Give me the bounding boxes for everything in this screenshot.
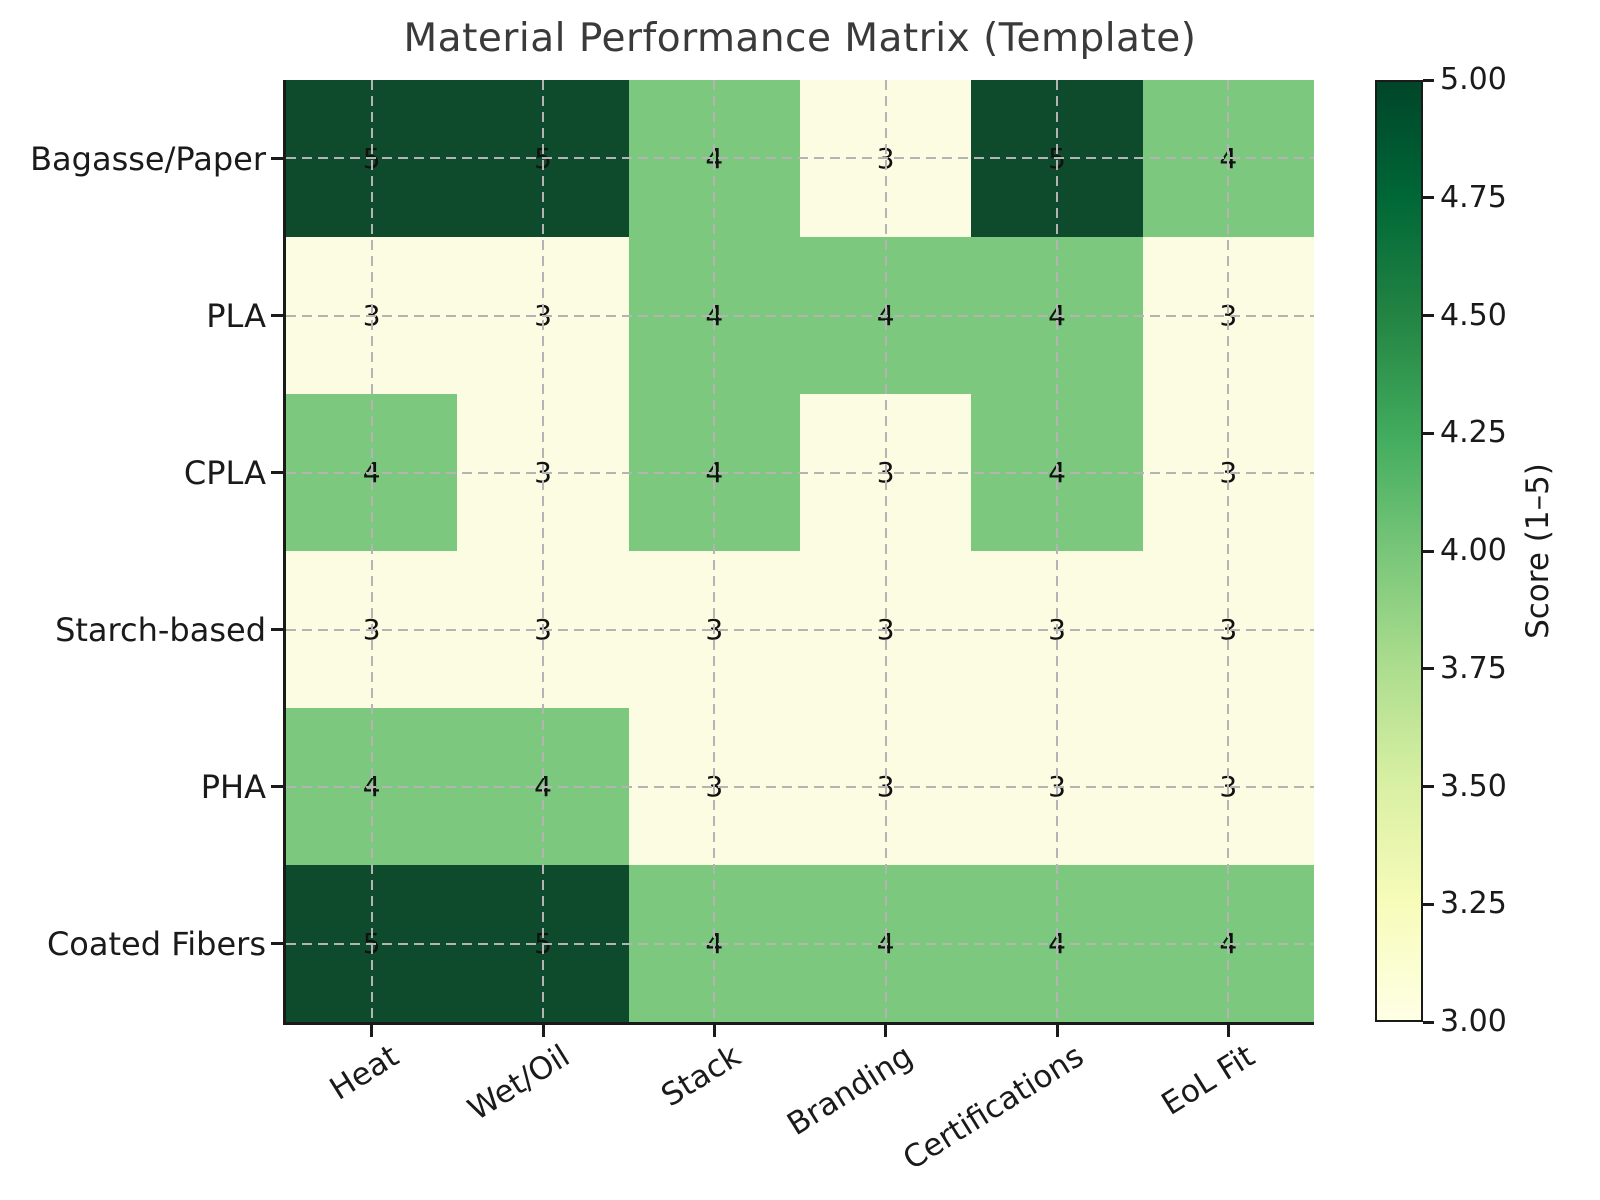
- colorbar-tick: [1423, 431, 1434, 435]
- axis-tick: [541, 1025, 545, 1037]
- colorbar-tick-label: 5.00: [1440, 62, 1507, 97]
- chart-title: Material Performance Matrix (Template): [403, 16, 1197, 61]
- gridline: [286, 785, 1314, 788]
- colorbar-tick: [1423, 314, 1434, 317]
- colorbar-tick-label: 4.50: [1440, 297, 1507, 333]
- colorbar-tick: [1423, 78, 1434, 82]
- axis-tick: [271, 628, 283, 631]
- axis-tick: [271, 471, 283, 474]
- gridline: [370, 80, 373, 1022]
- colorbar-tick: [1423, 196, 1434, 200]
- axis-tick: [884, 1025, 888, 1037]
- row-label: Bagasse/Paper: [30, 139, 266, 178]
- colorbar-tick-label: 4.00: [1440, 533, 1507, 568]
- heatmap-plot-area: 554354334443434343333333443333554444: [283, 80, 1314, 1025]
- row-label: Starch-based: [55, 610, 266, 649]
- colorbar-tick: [1423, 667, 1434, 671]
- gridline: [542, 80, 544, 1022]
- colorbar-tick-label: 4.75: [1440, 179, 1507, 215]
- colorbar-label: Score (1–5): [1520, 463, 1556, 639]
- gridline: [286, 942, 1314, 945]
- gridline: [286, 157, 1314, 160]
- row-label: PHA: [200, 767, 266, 806]
- gridline: [286, 314, 1314, 317]
- column-label: EoL Fit: [1155, 1038, 1262, 1123]
- colorbar-tick-label: 3.50: [1440, 768, 1507, 804]
- gridline: [286, 628, 1314, 631]
- colorbar-tick-label: 3.00: [1440, 1004, 1507, 1039]
- gridline: [286, 471, 1314, 474]
- row-label: CPLA: [183, 453, 266, 492]
- colorbar-tick: [1423, 1020, 1434, 1024]
- colorbar-tick: [1423, 549, 1434, 553]
- colorbar-tick-label: 3.25: [1440, 886, 1507, 922]
- gridline: [884, 80, 887, 1022]
- gridline: [713, 80, 716, 1022]
- row-label: PLA: [206, 296, 266, 335]
- axis-tick: [271, 942, 283, 945]
- row-label: Coated Fibers: [46, 924, 266, 963]
- axis-tick: [1226, 1025, 1230, 1037]
- axis-tick: [712, 1025, 716, 1037]
- colorbar: [1375, 80, 1423, 1022]
- colorbar-tick: [1423, 785, 1434, 788]
- axis-tick: [1055, 1025, 1059, 1037]
- heatmap-grid: 554354334443434343333333443333554444: [286, 80, 1314, 1022]
- gridline: [1227, 80, 1230, 1022]
- colorbar-tick-label: 3.75: [1440, 650, 1507, 686]
- axis-tick: [271, 157, 283, 160]
- axis-tick: [370, 1025, 374, 1037]
- axis-tick: [271, 314, 283, 317]
- colorbar-tick-label: 4.25: [1440, 415, 1507, 451]
- gridline: [1056, 80, 1058, 1022]
- colorbar-tick: [1423, 902, 1434, 906]
- axis-tick: [271, 785, 283, 788]
